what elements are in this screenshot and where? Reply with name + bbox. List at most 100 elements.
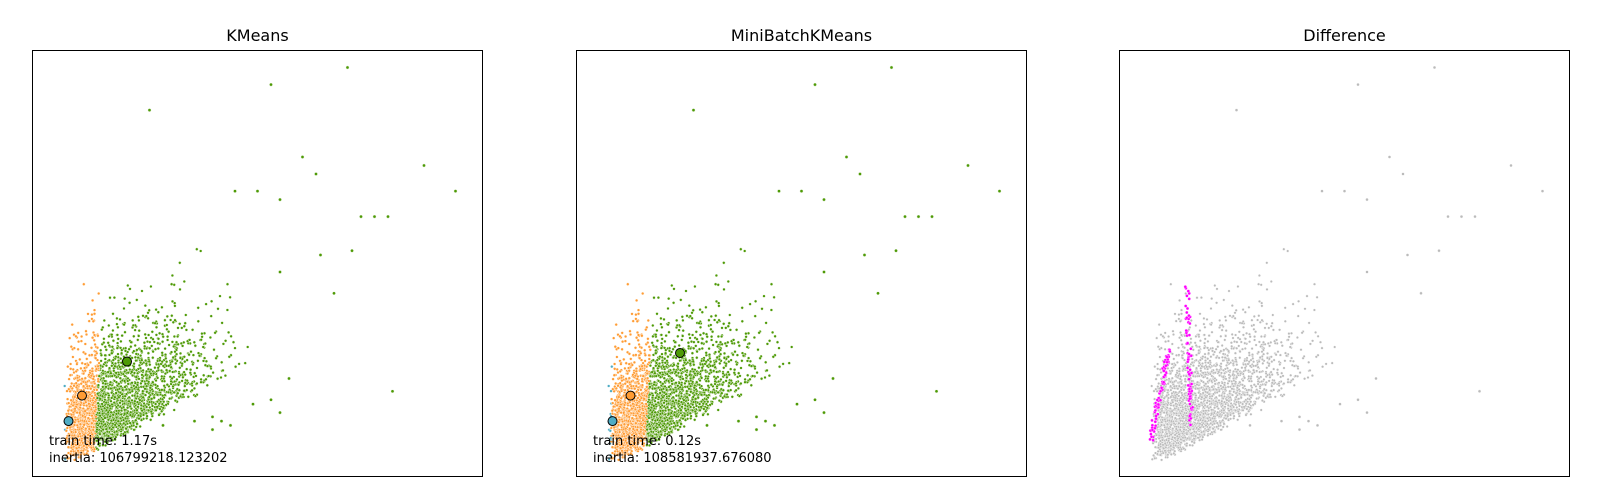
scatter-point-cluster-2	[104, 385, 108, 389]
scatter-point-cluster-2	[180, 362, 184, 366]
scatter-point-cluster-2	[727, 381, 731, 385]
scatter-point-cluster-2	[672, 363, 676, 367]
scatter-point-cluster-1	[69, 430, 74, 434]
scatter-point-cluster-2	[115, 341, 120, 345]
scatter-point-outlier	[350, 248, 354, 253]
scatter-point-cluster-2	[757, 331, 761, 335]
scatter-point-cluster-1	[618, 369, 622, 373]
scatter-point-cluster-2	[115, 322, 119, 326]
scatter-point-cluster-2	[220, 321, 224, 325]
scatter-point-cluster-2	[145, 376, 149, 381]
scatter-point-cluster-2	[722, 351, 727, 355]
scatter-point-cluster-1	[97, 291, 101, 296]
scatter-point-cluster-2	[126, 376, 130, 380]
scatter-point-cluster-2	[221, 368, 225, 372]
scatter-point-cluster-2	[697, 383, 701, 387]
scatter-point-cluster-2	[144, 362, 148, 366]
scatter-point-cluster-2	[207, 374, 211, 378]
scatter-point-cluster-2	[145, 340, 150, 344]
scatter-point-cluster-0	[610, 365, 614, 369]
scatter-point-cluster-2	[659, 333, 663, 337]
scatter-point-cluster-2	[716, 283, 720, 287]
scatter-point-cluster-2	[110, 396, 114, 400]
scatter-point-cluster-2	[737, 394, 741, 398]
scatter-point-cluster-2	[141, 389, 145, 393]
scatter-point-cluster-2	[227, 355, 231, 359]
scatter-point-cluster-2	[727, 360, 731, 364]
scatter-point-cluster-2	[188, 338, 192, 342]
scatter-point-cluster-1	[72, 423, 76, 427]
scatter-point-cluster-1	[80, 427, 84, 431]
cluster-center-0	[63, 416, 74, 427]
scatter-point-cluster-1	[636, 333, 641, 337]
scatter-point-cluster-2	[165, 323, 169, 327]
scatter-point-cluster-2	[203, 356, 207, 360]
scatter-point-cluster-2	[740, 359, 744, 363]
scatter-point-cluster-1	[620, 347, 624, 351]
scatter-point-cluster-2	[191, 328, 195, 332]
scatter-point-cluster-1	[95, 351, 99, 355]
scatter-point-cluster-2	[664, 348, 668, 352]
scatter-point-cluster-2	[679, 400, 684, 404]
scatter-point-cluster-2	[153, 347, 158, 351]
scatter-point-cluster-2	[200, 332, 204, 336]
panel-kmeans: KMeans train time: 1.17s inertia: 106799…	[32, 26, 483, 477]
scatter-point-cluster-2	[690, 333, 695, 337]
scatter-point-cluster-2	[181, 392, 185, 397]
scatter-point-cluster-2	[156, 346, 160, 351]
scatter-point-cluster-1	[75, 402, 79, 407]
scatter-point-cluster-2	[109, 399, 113, 403]
scatter-point-cluster-1	[89, 374, 93, 378]
scatter-point-cluster-2	[777, 346, 781, 350]
scatter-point-cluster-2	[96, 407, 101, 411]
scatter-point-cluster-2	[176, 334, 180, 339]
scatter-point-cluster-2	[190, 381, 194, 386]
scatter-point-cluster-1	[76, 379, 80, 383]
scatter-point-cluster-2	[112, 401, 116, 405]
scatter-point-cluster-2	[147, 408, 151, 412]
axes-frame-kmeans	[32, 50, 483, 477]
scatter-point-cluster-2	[111, 339, 115, 343]
scatter-point-cluster-2	[727, 321, 731, 325]
scatter-point-cluster-2	[708, 356, 712, 360]
scatter-point-outlier	[386, 214, 390, 219]
scatter-point-outlier	[210, 415, 215, 419]
scatter-point-cluster-1	[91, 319, 95, 323]
scatter-point-cluster-2	[106, 370, 110, 374]
scatter-point-cluster-2	[709, 338, 714, 342]
scatter-point-cluster-1	[66, 409, 70, 413]
scatter-point-cluster-2	[178, 356, 182, 360]
scatter-point-cluster-1	[635, 428, 639, 432]
scatter-point-cluster-2	[113, 423, 117, 427]
cluster-center-2	[122, 356, 132, 367]
scatter-point-cluster-1	[612, 362, 617, 366]
scatter-point-cluster-2	[102, 341, 106, 345]
scatter-point-cluster-1	[82, 366, 87, 370]
scatter-point-cluster-2	[162, 412, 166, 416]
scatter-point-cluster-2	[734, 328, 739, 332]
scatter-point-cluster-2	[171, 320, 175, 324]
scatter-point-cluster-2	[178, 394, 183, 398]
scatter-point-cluster-2	[204, 359, 208, 363]
scatter-point-cluster-2	[121, 372, 125, 376]
scatter-point-cluster-2	[679, 408, 683, 412]
scatter-point-cluster-2	[732, 368, 737, 372]
scatter-point-cluster-2	[655, 339, 659, 343]
scatter-point-cluster-1	[70, 323, 74, 327]
scatter-point-outlier	[422, 163, 426, 168]
scatter-point-cluster-2	[717, 399, 721, 403]
scatter-point-cluster-2	[118, 365, 122, 369]
scatter-point-cluster-2	[730, 395, 734, 399]
scatter-point-cluster-2	[148, 405, 152, 410]
scatter-point-cluster-1	[68, 362, 73, 366]
scatter-point-cluster-2	[165, 360, 169, 364]
scatter-point-cluster-2	[716, 334, 720, 339]
scatter-point-cluster-1	[69, 398, 73, 402]
scatter-point-cluster-1	[83, 352, 87, 356]
scatter-point-cluster-2	[654, 391, 658, 395]
scatter-point-cluster-2	[171, 384, 175, 388]
scatter-point-cluster-2	[109, 410, 113, 414]
scatter-point-cluster-2	[709, 383, 713, 387]
scatter-point-cluster-1	[647, 379, 651, 383]
scatter-point-cluster-2	[117, 424, 121, 428]
